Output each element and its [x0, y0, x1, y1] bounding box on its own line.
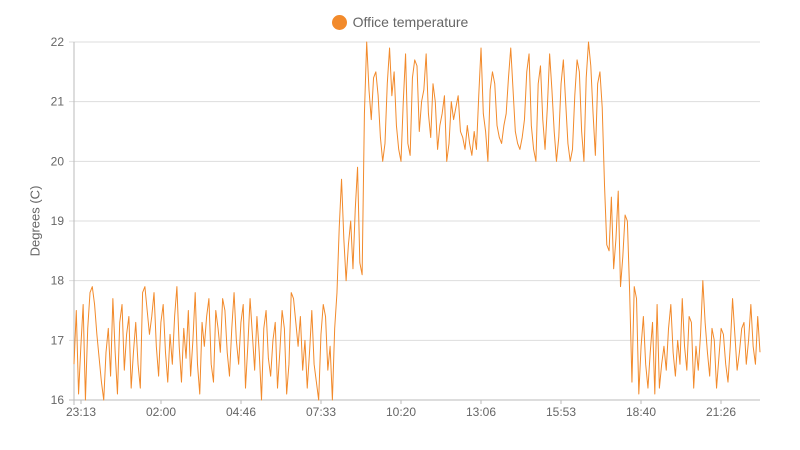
y-tick-label: 19	[51, 214, 65, 228]
x-tick-label: 10:20	[386, 405, 416, 419]
x-tick-label: 07:33	[306, 405, 336, 419]
x-tick-label: 15:53	[546, 405, 576, 419]
x-tick-label: 18:40	[626, 405, 656, 419]
grid	[69, 41, 760, 405]
x-tick-label: 23:13	[66, 405, 96, 419]
legend[interactable]: Office temperature	[0, 14, 800, 30]
x-tick-label: 04:46	[226, 405, 256, 419]
legend-swatch	[331, 15, 347, 30]
y-tick-label: 22	[51, 35, 65, 49]
y-tick-label: 21	[51, 95, 65, 109]
x-tick-label: 02:00	[146, 405, 176, 419]
series-lines	[73, 41, 761, 401]
y-axis-title: Degrees (C)	[27, 185, 43, 257]
x-tick-label: 21:26	[706, 405, 736, 419]
x-tick-label: 13:06	[466, 405, 496, 419]
y-tick-label: 17	[51, 333, 65, 347]
series-line-office-temperature	[73, 41, 761, 401]
y-tick-label: 20	[51, 154, 65, 168]
legend-label: Office temperature	[352, 14, 469, 30]
x-tick-labels: 23:13 02:00 04:46 07:33 10:20 13:06 15:53 18:40…	[66, 400, 736, 419]
y-tick-labels: 16 17 18 19 20 21 22	[51, 35, 65, 407]
y-tick-label: 16	[51, 393, 65, 407]
y-tick-label: 18	[51, 274, 65, 288]
